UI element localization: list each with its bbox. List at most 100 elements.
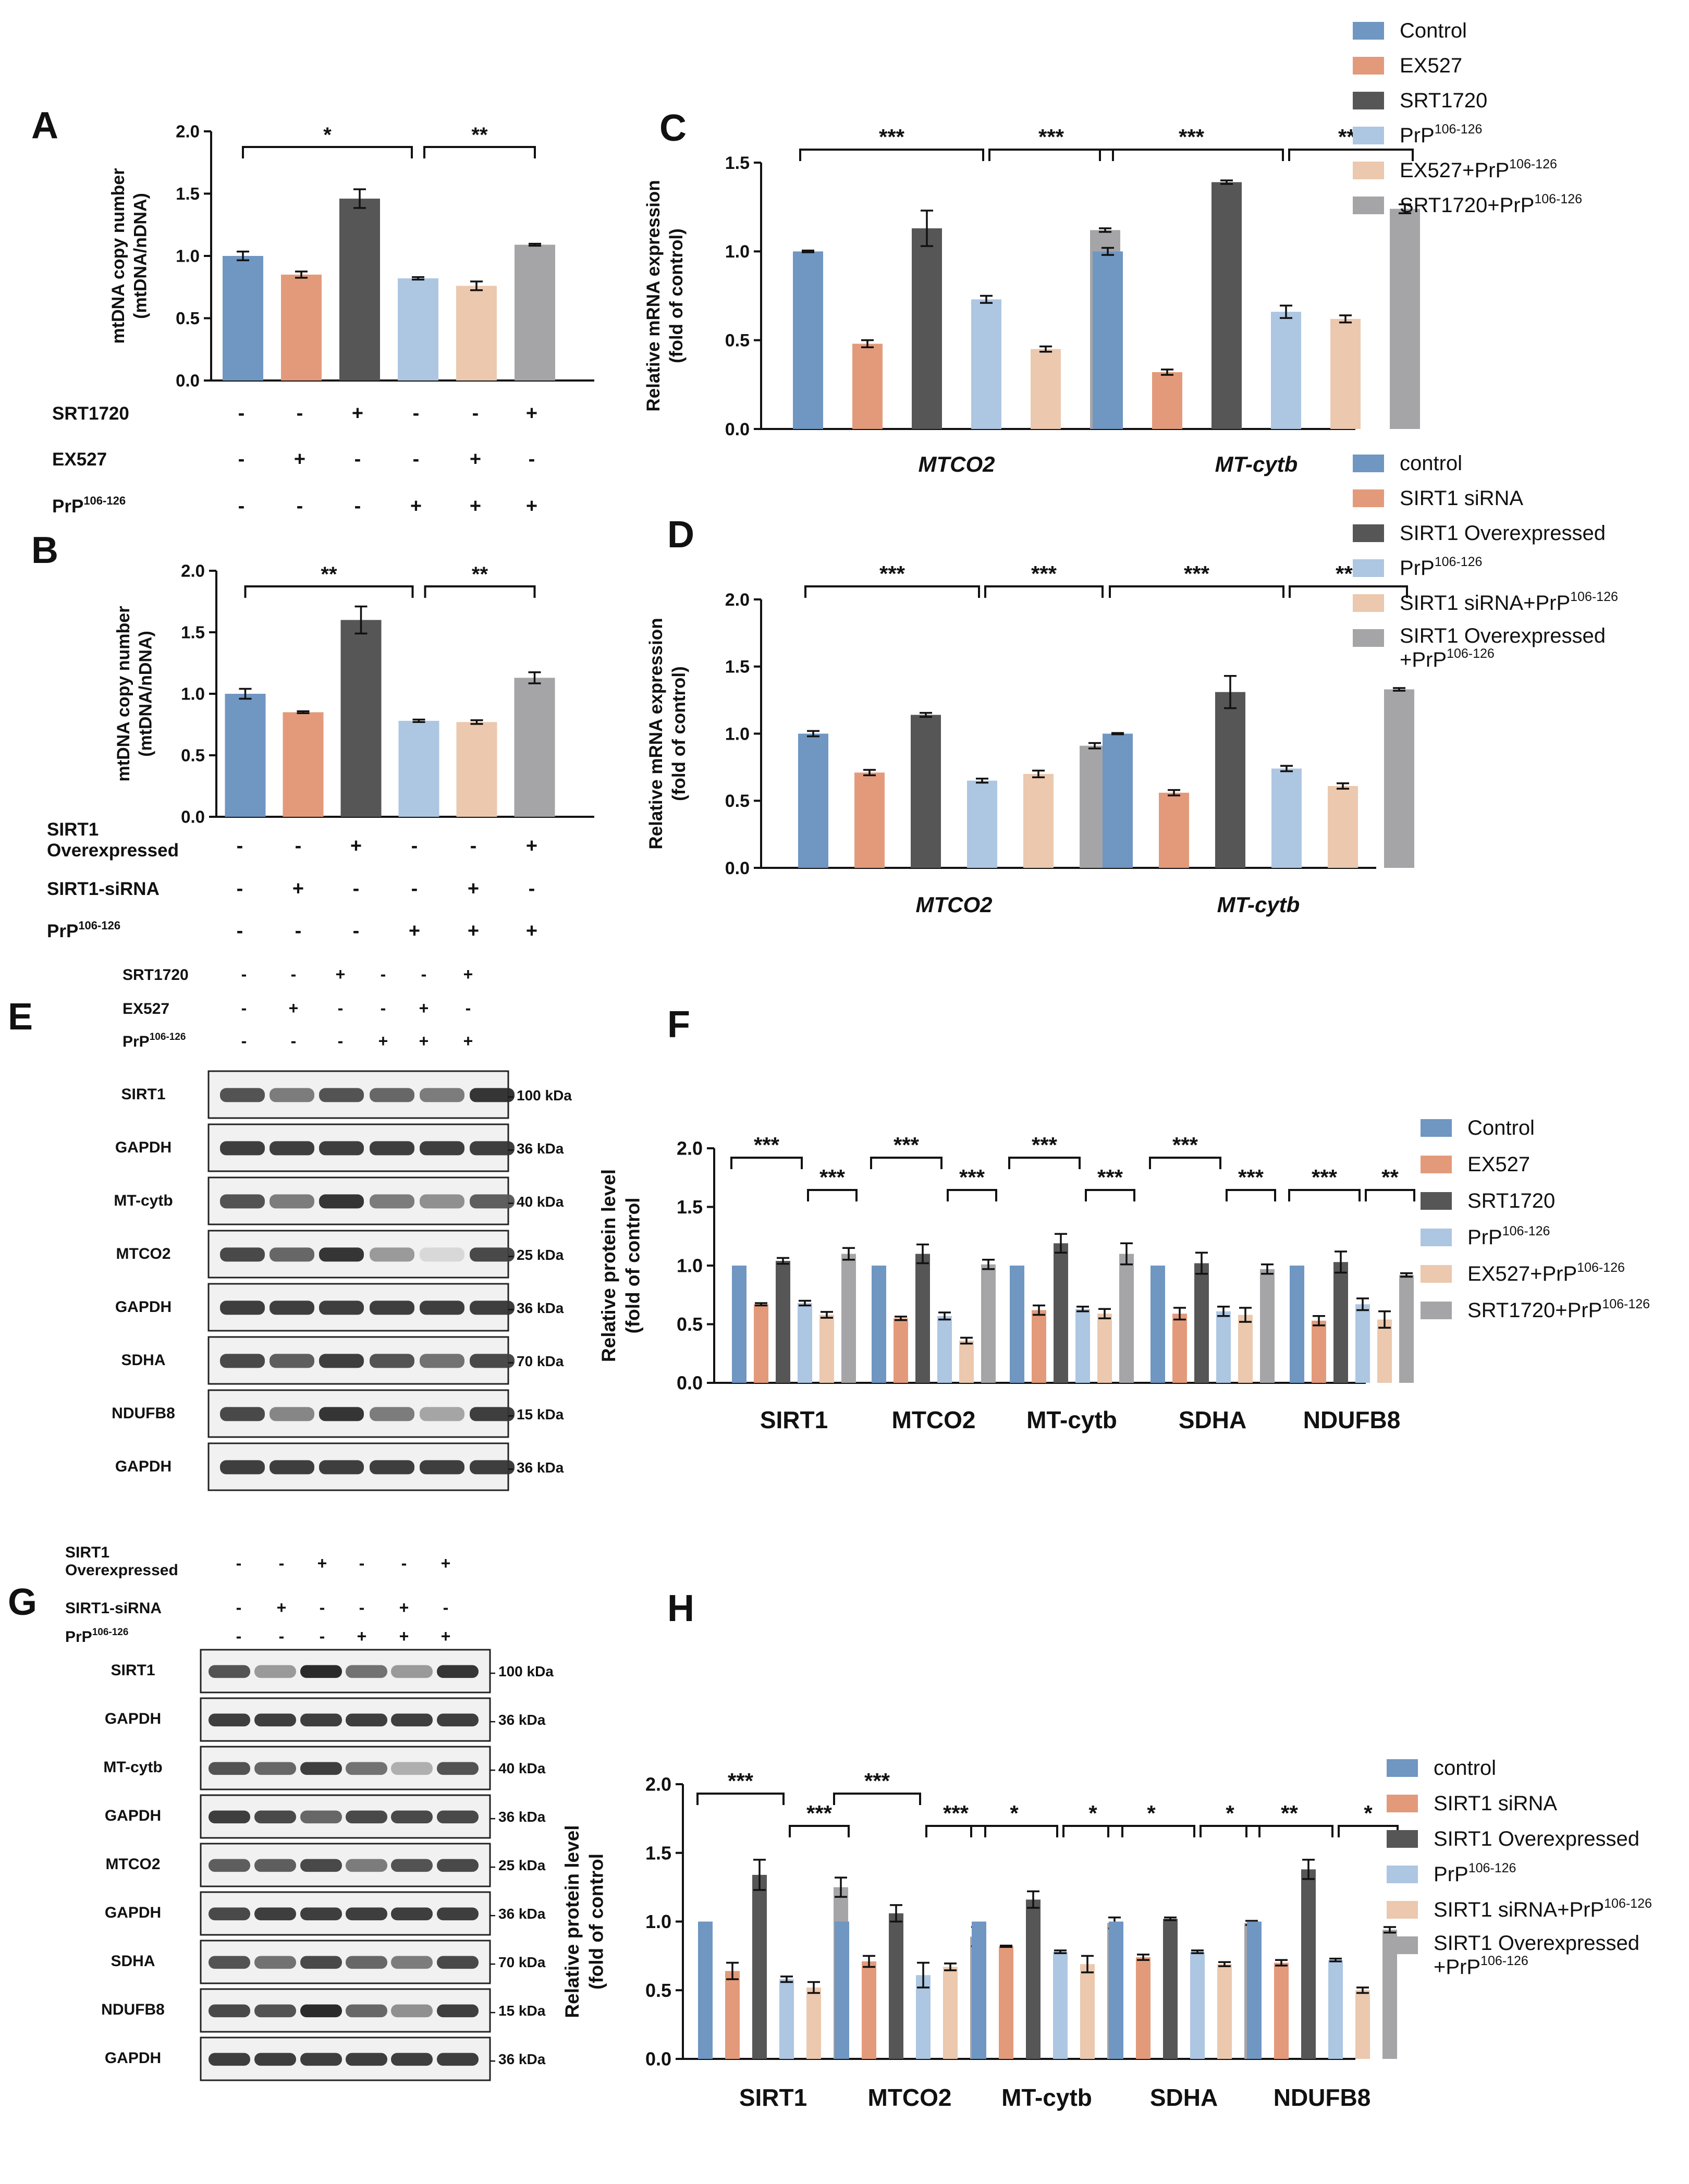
- blot-g-band-ndufb8-lane-3: [300, 2004, 342, 2018]
- blot-g-band-gapdh-lane-5: [391, 1810, 433, 1824]
- blot-g-band-sirt1-lane-1: [209, 1665, 250, 1678]
- panel-b-ytick-label: 0.5: [181, 746, 205, 765]
- panel-d-legend-label-base: SIRT1 siRNA: [1400, 487, 1523, 510]
- panel-f-sig-5-bracket: [1008, 1157, 1081, 1169]
- panel-h-bar-sdha-3: [1163, 1919, 1178, 2059]
- panel-f-sig-3-bracket: [870, 1157, 943, 1169]
- panel-a-treatment-sign: -: [238, 495, 245, 517]
- blot-g-band-mtco2-lane-4: [346, 1859, 387, 1872]
- blot-g-treatment-sign: +: [357, 1627, 367, 1646]
- blot-g-band-gapdh-lane-5: [391, 2053, 433, 2066]
- panel-c-bar-mtco2-5: [1031, 349, 1061, 429]
- panel-d-sig-2-label: ***: [1031, 561, 1057, 586]
- blot-e-label: E: [8, 996, 33, 1038]
- panel-h-legend-label-2-sup: 106-126: [1480, 1954, 1528, 1968]
- panel-a-sig-1-label: *: [323, 124, 332, 146]
- panel-d-legend-swatch-1: [1353, 455, 1384, 472]
- blot-g-band-gapdh-lane-2: [254, 1907, 296, 1921]
- panel-h-legend-label-base: PrP: [1434, 1863, 1468, 1886]
- blot-g-band-gapdh-lane-5: [391, 1907, 433, 1921]
- panel-d-legend-label-base: PrP: [1400, 557, 1435, 580]
- panel-h-ytick-label: 1.0: [645, 1911, 671, 1932]
- panel-h-bar-mt-cytb-2: [999, 1946, 1013, 2059]
- panel-f-bar-mt-cytb-4: [1075, 1309, 1090, 1383]
- panel-d-ytick-label: 1.0: [725, 724, 750, 744]
- blot-g-treatment-sign: +: [441, 1554, 451, 1573]
- panel-f-category-label: SDHA: [1179, 1406, 1246, 1433]
- blot-g-treatment-sign: -: [279, 1627, 285, 1646]
- panel-f-sig-10-bracket: [1365, 1189, 1415, 1201]
- panel-f-category-label: SIRT1: [760, 1406, 828, 1433]
- panel-f-ytick-label: 1.5: [677, 1196, 703, 1218]
- blot-e-kda-label: 36 kDa: [517, 1300, 564, 1316]
- panel-f-bar-sirt1-3: [776, 1261, 790, 1383]
- panel-a-treatment-sign: +: [410, 495, 422, 517]
- blot-g-band-mt-cytb-lane-1: [209, 1762, 250, 1775]
- panel-d-bar-mtco2-2: [854, 772, 885, 868]
- panel-a-treatment-label: EX527: [52, 449, 107, 470]
- panel-f-bar-mtco2-1: [872, 1266, 886, 1383]
- panel-c-label: C: [659, 107, 687, 149]
- panel-a-ytick-label: 1.5: [176, 184, 200, 203]
- panel-h-legend-label: control: [1434, 1757, 1496, 1780]
- panel-f-bar-ndufb8-5: [1377, 1319, 1392, 1383]
- panel-h-sig-7-bracket: [1107, 1825, 1195, 1837]
- panel-h-legend-swatch-6: [1387, 1936, 1418, 1954]
- panel-f-sig-2-bracket: [807, 1189, 858, 1201]
- panel-a-ytick-label: 2.0: [176, 122, 200, 141]
- panel-a-bar-2: [281, 274, 322, 381]
- blot-g-treatment-sign: +: [317, 1554, 327, 1573]
- panel-f-bar-sdha-1: [1151, 1266, 1165, 1383]
- blot-e-treatment-label-base: PrP: [123, 1033, 150, 1050]
- blot-g-treatment-sign: -: [320, 1598, 325, 1617]
- panel-a-sig-2-bracket: [423, 146, 536, 158]
- blot-e-band-gapdh-lane-3: [319, 1460, 364, 1475]
- blot-e-band-sirt1-lane-4: [370, 1088, 414, 1102]
- panel-d-sig-3-bracket: [1109, 585, 1284, 598]
- panel-d-bar-mtco2-3: [911, 715, 941, 868]
- blot-e-band-gapdh-lane-6: [470, 1460, 515, 1475]
- blot-g-band-gapdh-lane-2: [254, 2053, 296, 2066]
- blot-g-band-sirt1-lane-3: [300, 1665, 342, 1678]
- blot-g-band-gapdh-lane-3: [300, 1810, 342, 1824]
- blot-e-band-gapdh-lane-1: [220, 1300, 265, 1315]
- panel-h-legend-label: SIRT1 siRNA: [1434, 1792, 1557, 1815]
- panel-b-treatment-sign: -: [237, 878, 243, 900]
- panel-a-treatment-sign: -: [529, 448, 535, 470]
- blot-g-band-ndufb8-lane-5: [391, 2004, 433, 2018]
- panel-d-legend-label-2: +PrP106-126: [1400, 646, 1495, 671]
- blot-g-row-label: MT-cytb: [103, 1759, 162, 1776]
- panel-h-bar-mtco2-1: [835, 1921, 849, 2059]
- panel-c-legend-label-sup: 106-126: [1435, 122, 1483, 137]
- blot-g-treatment-label-sup: 106-126: [92, 1627, 129, 1638]
- blot-e-treatment-sign: -: [241, 965, 247, 984]
- blot-e-treatment-sign: -: [466, 999, 471, 1017]
- blot-g-treatment-sign: -: [401, 1554, 407, 1573]
- panel-f-bar-sirt1-5: [819, 1315, 834, 1383]
- blot-g-band-mtco2-lane-6: [437, 1859, 479, 1872]
- panel-d-category-label: MT-cytb: [1217, 892, 1300, 917]
- panel-d-legend-swatch-4: [1353, 559, 1384, 577]
- panel-f-bar-sirt1-1: [732, 1266, 746, 1383]
- blot-g-band-ndufb8-lane-1: [209, 2004, 250, 2018]
- panel-c-category-label: MT-cytb: [1215, 452, 1298, 476]
- panel-h-sig-4-label: ***: [943, 1801, 969, 1825]
- blot-g-band-gapdh-lane-4: [346, 2053, 387, 2066]
- panel-a-bar-6: [515, 244, 555, 381]
- blot-e-treatment-sign: +: [419, 1032, 429, 1050]
- panel-d-bar-mtco2-5: [1023, 774, 1054, 868]
- panel-c-legend-swatch-5: [1353, 162, 1384, 179]
- panel-d-legend-swatch-6: [1353, 629, 1384, 647]
- blot-e-row-label: GAPDH: [115, 1458, 172, 1475]
- panel-d-legend-label-2-sup: 106-126: [1447, 646, 1495, 661]
- panel-h-bar-mtco2-5: [943, 1967, 958, 2059]
- panel-h-bar-sdha-1: [1109, 1921, 1123, 2059]
- panel-f-bar-mt-cytb-1: [1010, 1266, 1024, 1383]
- blot-e-kda-label: 25 kDa: [517, 1247, 564, 1263]
- panel-f-label: F: [667, 1004, 690, 1046]
- blot-g-band-gapdh-lane-3: [300, 2053, 342, 2066]
- panel-d-legend-label: PrP106-126: [1400, 555, 1482, 580]
- panel-c-legend-label-base: EX527: [1400, 54, 1462, 77]
- blot-e-band-ndufb8-lane-3: [319, 1407, 364, 1421]
